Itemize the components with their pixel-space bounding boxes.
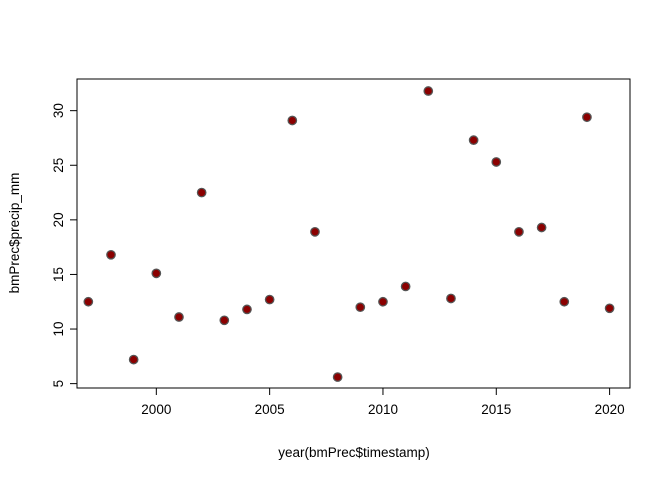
x-tick-label: 2020 (595, 402, 625, 417)
data-point (151, 268, 162, 279)
y-tick-label: 25 (51, 158, 66, 173)
data-point (264, 294, 275, 305)
data-point (559, 296, 570, 307)
data-point (468, 135, 479, 145)
data-point (219, 315, 230, 326)
y-tick-label: 10 (51, 322, 66, 337)
data-point (310, 227, 320, 237)
y-tick-label: 5 (51, 380, 66, 388)
x-tick-label: 2000 (141, 402, 171, 417)
data-point (378, 296, 388, 307)
data-point (514, 227, 524, 237)
plot-frame (76, 78, 631, 389)
data-point (83, 296, 94, 307)
data-point (106, 249, 116, 260)
data-point (582, 112, 592, 123)
data-point (355, 302, 366, 313)
data-point (604, 303, 615, 314)
x-tick-label: 2010 (368, 402, 398, 417)
y-axis-title: bmPrec$precip_mm (7, 173, 22, 294)
data-point (196, 187, 207, 198)
x-tick-label: 2005 (255, 402, 285, 417)
x-axis-title: year(bmPrec$timestamp) (278, 445, 430, 460)
y-tick-label: 30 (51, 103, 66, 118)
y-axis: 5 10 15 20 25 30 (51, 103, 78, 388)
data-point (491, 157, 502, 167)
data-point (287, 115, 298, 126)
x-tick-label: 2015 (481, 402, 511, 417)
y-tick-label: 20 (51, 212, 66, 227)
data-point (128, 354, 139, 365)
data-point (536, 222, 547, 233)
data-point (423, 86, 434, 96)
data-point (174, 312, 184, 322)
x-axis: 2000 2005 2010 2015 2020 (141, 387, 625, 417)
data-point (400, 281, 411, 292)
y-tick-label: 15 (51, 267, 66, 282)
data-points (83, 86, 615, 382)
data-point (332, 372, 343, 382)
data-point (446, 293, 456, 304)
data-point (242, 304, 252, 315)
